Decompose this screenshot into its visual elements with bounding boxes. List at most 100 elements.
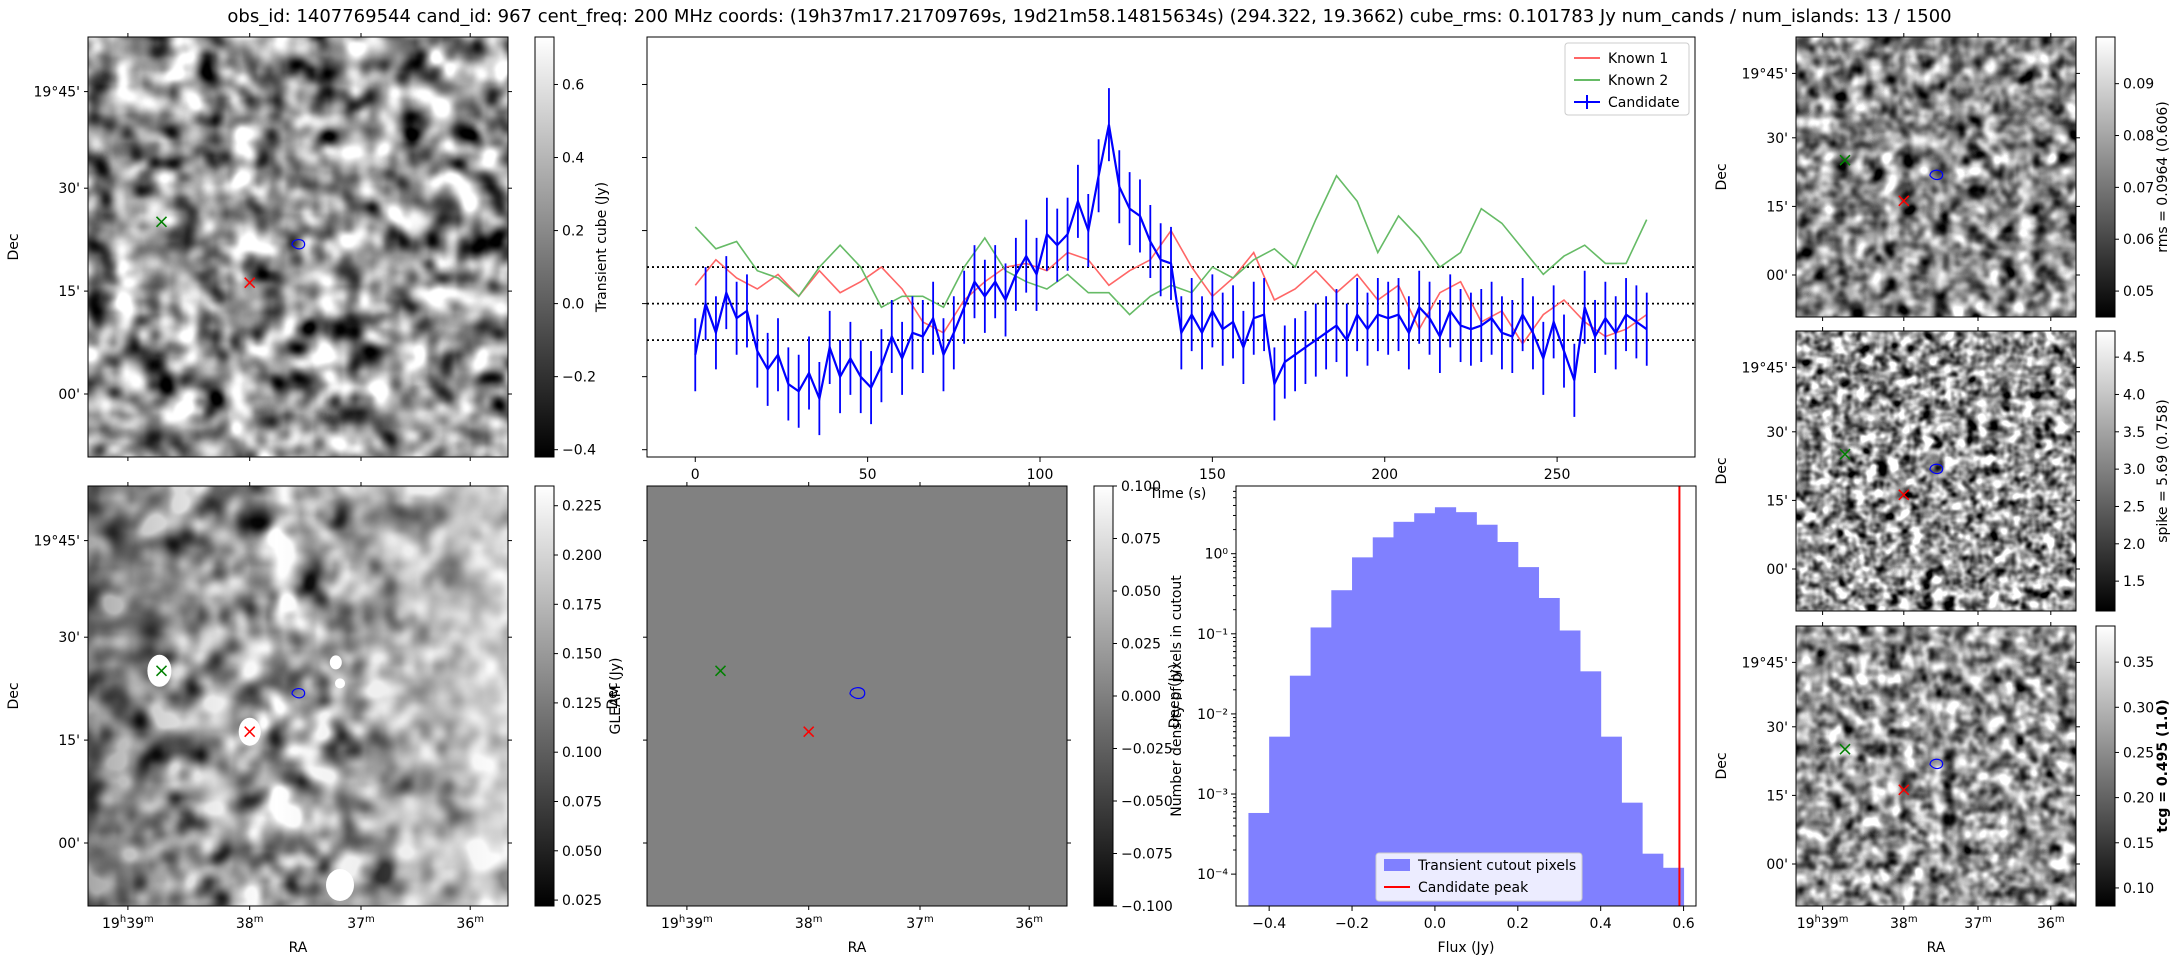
candidate-position-marker (244, 726, 256, 738)
ra-axis-label: RA (848, 940, 867, 956)
histogram-bar (1476, 524, 1498, 906)
candidate-contour (291, 238, 306, 250)
candidate-contour (1929, 463, 1944, 475)
histogram-bar (1414, 513, 1436, 906)
colorbar-tick-label: −0.100 (1121, 899, 1173, 915)
colorbar-tick-label: 2.0 (2123, 537, 2145, 553)
colorbar-tick-label: −0.4 (562, 443, 596, 459)
histogram-bar (1434, 507, 1457, 906)
time-tick-label: 50 (859, 467, 877, 483)
colorbar-tick-label: 0.30 (2123, 700, 2154, 716)
histogram-bar (1559, 630, 1581, 906)
colorbar-strip (534, 485, 555, 907)
lightcurve-legend: Known 1 Known 2 Candidate (1564, 42, 1690, 116)
dec-tick-label: 30' (58, 181, 80, 197)
dec-tick-label: 00' (58, 836, 80, 852)
time-axis-label: Time (s) (1148, 486, 1206, 502)
ra-tick-label: 19h39m (1797, 914, 1849, 932)
known-source-marker (155, 665, 168, 677)
ra-tick-label: 37m (347, 914, 375, 932)
histogram-bar (1352, 557, 1374, 906)
colorbar-tick-label: 3.5 (2123, 425, 2145, 441)
dec-tick-label: 15' (1766, 199, 1788, 215)
dec-axis-label: Dec (1714, 457, 1730, 484)
bright-source (335, 678, 345, 689)
ra-tick-label: 38m (1890, 914, 1918, 932)
gleam-image: 19°45' 30' 15' 00' Dec 19h39m 38m 37m 36m RA (6, 482, 512, 956)
colorbar-tick-label: −0.050 (1121, 794, 1173, 810)
time-tick-label: 150 (1199, 467, 1226, 483)
colorbar-strip (1093, 485, 1114, 907)
density-tick-label: 10⁻² (1197, 707, 1228, 723)
ra-tick-label: 37m (906, 914, 934, 932)
transient-cube-image: 19°45' 30' 15' 00' Dec (6, 33, 512, 461)
histogram-bar (1517, 567, 1540, 906)
colorbar-tick-label: 0.08 (2123, 129, 2154, 145)
dec-tick-label: 15' (58, 733, 80, 749)
colorbar-tick-label: 4.5 (2123, 350, 2145, 366)
transient-colorbar: 0.6 0.4 0.2 0.0 −0.2 −0.4 Transient cube (Jy) (534, 36, 610, 459)
colorbar-label: GLEAM (Jy) (608, 658, 624, 735)
colorbar-tick-label: 0.07 (2123, 180, 2154, 196)
colorbar-tick-label: 0.05 (2123, 284, 2154, 300)
image-gradient-overlay (88, 486, 508, 906)
histogram-bar (1662, 867, 1685, 906)
image-background (647, 486, 1067, 906)
figure-title: obs_id: 1407769544 cand_id: 967 cent_fre… (227, 6, 1952, 27)
legend-label: Candidate (1608, 95, 1680, 111)
colorbar-strip (2095, 330, 2116, 612)
known-source-marker (1839, 743, 1851, 755)
colorbar-tick-label: 0.35 (2123, 655, 2154, 671)
candidate-position-marker (803, 726, 815, 738)
colorbar-tick-label: 1.5 (2123, 574, 2145, 590)
histogram-frame (1235, 485, 1697, 907)
candidate-contour (1929, 758, 1944, 770)
image-frame (1795, 625, 2077, 907)
image-frame (87, 485, 509, 907)
deep-image: Dec 19h39m 38m 37m 36m RA (605, 482, 1071, 956)
image-noise (1796, 37, 2076, 317)
colorbar-label: tcg = 0.495 (1.0) (2155, 699, 2171, 832)
tcg-colorbar: 0.35 0.30 0.25 0.20 0.15 0.10 tcg = 0.495 (1.0… (2095, 625, 2171, 907)
colorbar-tick-label: 0.15 (2123, 836, 2154, 852)
colorbar-tick-label: 0.06 (2123, 232, 2154, 248)
colorbar-tick-label: 0.025 (1121, 637, 1161, 653)
colorbar-tick-label: 0.20 (2123, 791, 2154, 807)
colorbar-label: spike = 5.69 (0.758) (2155, 399, 2171, 543)
legend-label: Candidate peak (1418, 880, 1529, 896)
histogram-bar (1497, 541, 1519, 906)
colorbar-tick-label: 0.150 (562, 647, 602, 663)
histogram-bar (1455, 512, 1477, 906)
density-tick-label: 10⁻⁴ (1197, 867, 1228, 883)
image-frame (1795, 36, 2077, 318)
colorbar-tick-label: 0.4 (562, 151, 584, 167)
dec-tick-label: 19°45' (1742, 66, 1788, 82)
ra-tick-label: 37m (1964, 914, 1992, 932)
colorbar-tick-label: −0.075 (1121, 847, 1173, 863)
legend-label: Transient cutout pixels (1417, 858, 1576, 874)
colorbar-tick-label: 3.0 (2123, 462, 2145, 478)
legend-label: Known 1 (1608, 51, 1668, 67)
ra-tick-label: 36m (456, 914, 484, 932)
histogram-bar (1579, 671, 1602, 906)
colorbar-label: rms = 0.0964 (0.606) (2155, 101, 2171, 253)
colorbar-tick-label: 0.2 (562, 224, 584, 240)
flux-tick-label: 0.0 (1424, 916, 1446, 932)
density-tick-label: 10⁰ (1205, 547, 1229, 563)
time-tick-label: 100 (1027, 467, 1054, 483)
ra-axis-label: RA (1927, 940, 1946, 956)
gleam-colorbar: 0.225 0.200 0.175 0.150 0.125 0.100 0.075 0.050… (534, 485, 624, 909)
legend-box (1564, 42, 1690, 116)
colorbar-tick-label: 0.0 (562, 297, 584, 313)
flux-tick-label: −0.4 (1252, 916, 1286, 932)
ra-tick-label: 19h39m (661, 914, 713, 932)
dec-tick-label: 15' (58, 284, 80, 300)
histogram-bar (1393, 521, 1415, 906)
rms-image: 19°45' 30' 15' 00' Dec (1714, 33, 2080, 321)
series-line-candidate (694, 124, 1648, 403)
colorbar-label: Transient cube (Jy) (594, 182, 610, 313)
flux-tick-label: 0.2 (1507, 916, 1529, 932)
image-noise (88, 37, 508, 457)
flux-tick-label: 0.6 (1672, 916, 1694, 932)
